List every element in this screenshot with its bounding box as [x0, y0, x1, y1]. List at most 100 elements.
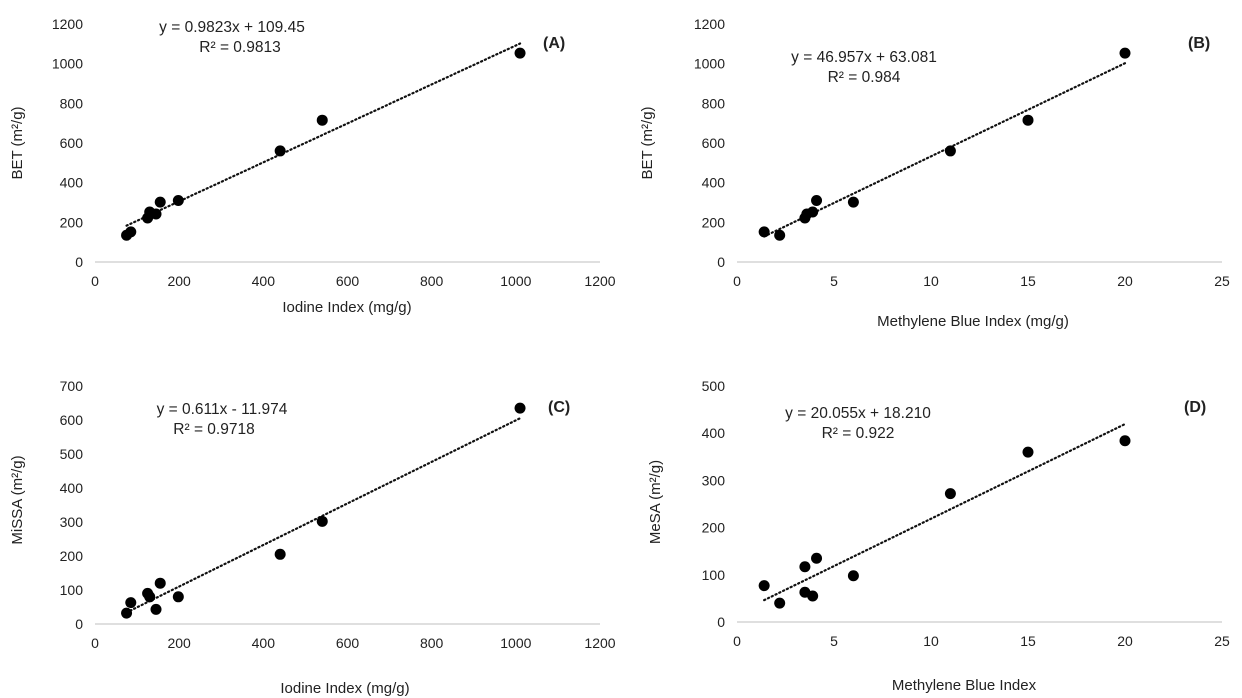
panel-c-x-tick-label: 1000	[500, 635, 531, 651]
panel-b-y-tick-label: 800	[702, 95, 726, 111]
panel-c-data-point	[150, 603, 162, 615]
panel-d-points	[758, 435, 1131, 609]
panel-d-data-point	[811, 552, 823, 564]
panel-d-data-point	[807, 590, 819, 602]
panel-c-equation: y = 0.611x - 11.974	[157, 401, 288, 418]
panel-d-x-tick-label: 5	[830, 633, 838, 649]
panel-c-x-tick-label: 0	[91, 635, 99, 651]
panel-c-y-tick-label: 400	[60, 480, 84, 496]
panel-a-tag: (A)	[543, 35, 565, 52]
panel-c-y-tick-label: 600	[60, 412, 84, 428]
panel-c-x-tick-label: 800	[420, 635, 444, 651]
panel-b-y-tick-label: 1000	[694, 56, 725, 72]
panel-b-y-tick-label: 1200	[694, 16, 725, 32]
panel-b-data-point	[944, 145, 956, 157]
panel-a-data-point	[154, 196, 166, 208]
panel-d-data-point	[1119, 435, 1131, 447]
panel-c-data-point	[316, 515, 328, 527]
panel-b-x-tick-label: 25	[1214, 273, 1230, 289]
panel-b-x-tick-label: 15	[1020, 273, 1036, 289]
panel-c-data-point	[125, 597, 137, 609]
panel-d-r2: R² = 0.922	[822, 425, 895, 442]
panel-d-y-ticks: 0 100 200 300 400 500	[702, 378, 726, 630]
panel-d: 0 100 200 300 400 500 0 5 10 15 20 25 y = 20.055x …	[647, 378, 1230, 694]
panel-b-y-tick-label: 0	[717, 254, 725, 270]
panel-c-y-label: MiSSA (m²/g)	[9, 455, 26, 544]
panel-c-y-tick-label: 500	[60, 446, 84, 462]
panel-a-data-point	[125, 226, 137, 238]
panel-b-data-point	[807, 206, 819, 218]
panel-d-x-tick-label: 10	[923, 633, 939, 649]
panel-a-data-point	[316, 114, 328, 126]
panel-a-data-point	[150, 208, 162, 220]
panel-d-x-ticks: 0 5 10 15 20 25	[733, 633, 1230, 649]
panel-d-data-point	[944, 488, 956, 500]
panel-c-x-tick-label: 600	[336, 635, 360, 651]
panel-c-points	[121, 402, 526, 619]
panel-b-data-point	[811, 195, 823, 207]
panel-d-y-tick-label: 500	[702, 378, 726, 394]
panel-c-data-point	[144, 591, 156, 603]
panel-c-y-ticks: 0 100 200 300 400 500 600 700	[60, 378, 84, 632]
panel-a-equation: y = 0.9823x + 109.45	[159, 19, 305, 36]
panel-d-x-tick-label: 20	[1117, 633, 1133, 649]
panel-b: 0 200 400 600 800 1000 1200 0 5 10 15 20 25 y = 46.…	[639, 16, 1230, 330]
panel-a-y-label: BET (m²/g)	[9, 106, 26, 179]
panel-c-y-tick-label: 300	[60, 514, 84, 530]
panel-b-x-tick-label: 10	[923, 273, 939, 289]
panel-d-equation: y = 20.055x + 18.210	[785, 405, 931, 422]
panel-c-data-point	[274, 548, 286, 560]
panel-d-tag: (D)	[1184, 399, 1206, 416]
panel-a-y-tick-label: 1000	[52, 56, 83, 72]
panel-c-data-point	[514, 402, 526, 414]
panel-d-y-tick-label: 300	[702, 472, 726, 488]
panel-a-data-point	[274, 145, 286, 157]
panel-b-x-label: Methylene Blue Index (mg/g)	[877, 313, 1069, 330]
panel-d-trendline	[763, 422, 1127, 602]
panel-b-data-point	[758, 226, 770, 238]
panel-d-y-tick-label: 400	[702, 425, 726, 441]
panel-b-x-tick-label: 20	[1117, 273, 1133, 289]
panel-c-data-point	[154, 577, 166, 589]
panel-b-trendline	[763, 62, 1127, 238]
panel-a-x-tick-label: 0	[91, 273, 99, 289]
panel-d-x-tick-label: 15	[1020, 633, 1036, 649]
panel-b-y-tick-label: 600	[702, 135, 726, 151]
panel-a-y-tick-label: 0	[75, 254, 83, 270]
panel-c-tag: (C)	[548, 399, 570, 416]
panel-b-data-point	[774, 229, 786, 241]
panel-d-y-label: MeSA (m²/g)	[647, 460, 664, 544]
panel-b-data-point	[1022, 114, 1034, 126]
panel-c-x-tick-label: 400	[252, 635, 276, 651]
panel-b-y-label: BET (m²/g)	[639, 106, 656, 179]
panel-c-x-label: Iodine Index (mg/g)	[280, 680, 409, 697]
panel-c-y-tick-label: 100	[60, 582, 84, 598]
panel-d-y-tick-label: 100	[702, 567, 726, 583]
panel-b-y-tick-label: 400	[702, 175, 726, 191]
panel-c-data-point	[121, 607, 133, 619]
panel-a-data-point	[514, 47, 526, 59]
panel-b-points	[758, 47, 1131, 241]
panel-d-x-label: Methylene Blue Index	[892, 677, 1037, 694]
panel-d-data-point	[758, 580, 770, 592]
panel-d-x-tick-label: 25	[1214, 633, 1230, 649]
panel-a: 0 200 400 600 800 1000 1200 0 200 400 600 800 1000 1…	[9, 16, 616, 316]
panel-a-y-tick-label: 800	[60, 95, 84, 111]
panel-a-x-label: Iodine Index (mg/g)	[282, 299, 411, 316]
panel-c-trendline	[125, 417, 522, 614]
panel-b-data-point	[847, 196, 859, 208]
panel-a-y-ticks: 0 200 400 600 800 1000 1200	[52, 16, 83, 270]
panel-c-x-tick-label: 1200	[584, 635, 615, 651]
panel-d-y-tick-label: 200	[702, 520, 726, 536]
panel-c-y-tick-label: 200	[60, 548, 84, 564]
panel-a-trendline	[125, 42, 522, 227]
panel-b-y-ticks: 0 200 400 600 800 1000 1200	[694, 16, 725, 270]
panel-b-tag: (B)	[1188, 35, 1210, 52]
panel-b-x-ticks: 0 5 10 15 20 25	[733, 273, 1230, 289]
panel-b-x-tick-label: 0	[733, 273, 741, 289]
panel-c-y-tick-label: 0	[75, 616, 83, 632]
panel-b-y-tick-label: 200	[702, 214, 726, 230]
panel-d-x-tick-label: 0	[733, 633, 741, 649]
panel-d-data-point	[1022, 446, 1034, 458]
